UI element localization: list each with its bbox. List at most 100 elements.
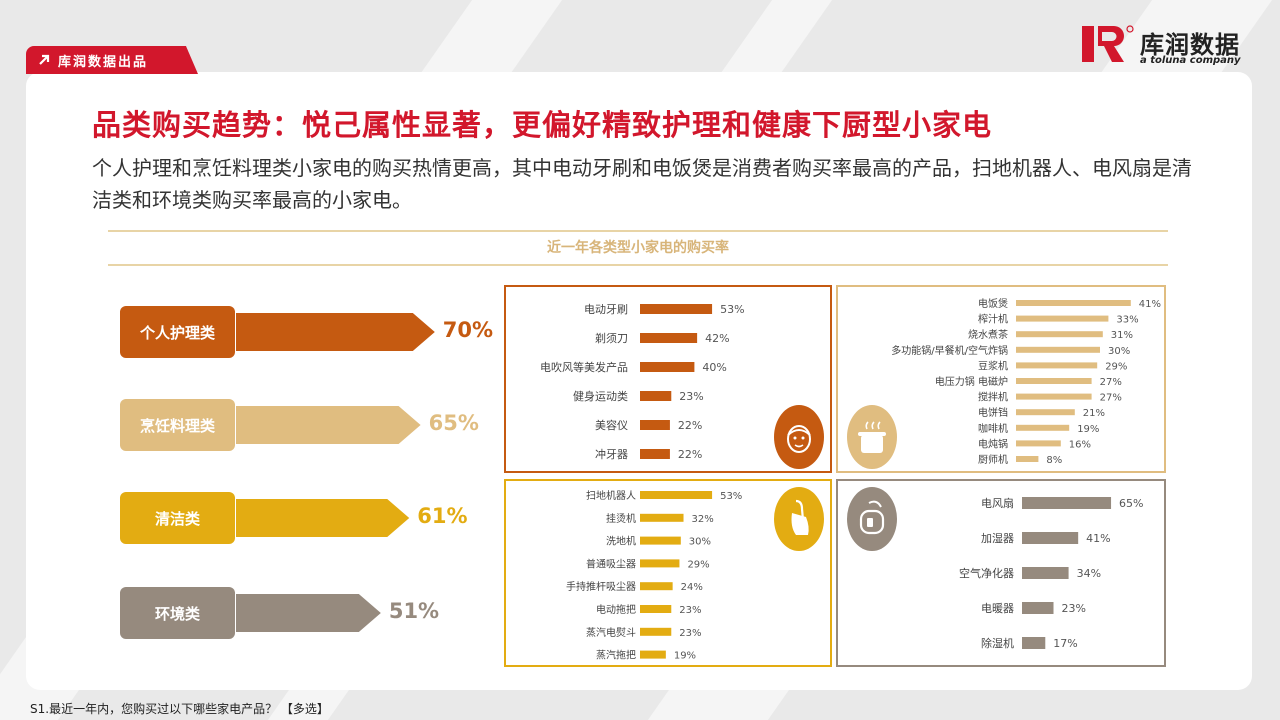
bar-value-label: 33% <box>1116 315 1138 326</box>
category-bar <box>236 313 435 351</box>
bar-value-label: 29% <box>687 559 709 570</box>
category-label: 清洁类 <box>120 492 235 544</box>
canister-vacuum-icon <box>847 487 897 551</box>
bar <box>640 559 680 568</box>
bar-value-label: 53% <box>720 303 744 316</box>
bar-value-label: 41% <box>1086 532 1110 545</box>
bar <box>1022 637 1046 649</box>
divider <box>108 264 1168 266</box>
bar-value-label: 23% <box>1062 602 1086 615</box>
divider <box>108 230 1168 232</box>
bar-value-label: 53% <box>720 491 742 502</box>
bar <box>1016 346 1100 353</box>
category-bar <box>236 499 410 537</box>
vacuum-cleaner-icon <box>774 487 824 551</box>
bar-category-label: 蒸汽电熨斗 <box>586 626 636 639</box>
bar-chart-environment: 电风扇 65% 加湿器 41% 空气净化器 34% 电暖器 23% 除湿机 17% <box>959 496 1144 650</box>
category-bar <box>236 406 421 444</box>
bar-category-label: 电饭煲 <box>978 297 1008 310</box>
category-label: 个人护理类 <box>120 306 235 358</box>
panel-personal-care: 电动牙刷 53% 剃须刀 42% 电吹风等美发产品 40% 健身运动类 23% 美容仪 22% 冲牙… <box>504 285 832 473</box>
bar <box>1016 409 1075 416</box>
bar-category-label: 电饼铛 <box>978 406 1008 419</box>
bar-value-label: 30% <box>689 537 711 548</box>
bar-value-label: 24% <box>681 582 703 593</box>
brand-tag: 库润数据出品 <box>26 46 198 74</box>
bar-value-label: 22% <box>678 448 702 461</box>
face-mask-icon <box>774 405 824 469</box>
company-logo: 库润数据 a toluna company <box>1080 24 1256 70</box>
bar <box>1016 456 1039 462</box>
bar-category-label: 美容仪 <box>595 418 628 432</box>
bar-category-label: 冲牙器 <box>595 447 628 461</box>
bar <box>640 391 672 401</box>
bar-category-label: 健身运动类 <box>573 389 628 403</box>
logo-text: 库润数据 <box>1140 31 1240 59</box>
arrow-icon <box>39 54 50 65</box>
category-value-label: 61% <box>417 504 468 528</box>
bar-category-label: 豆浆机 <box>978 359 1008 372</box>
chart-title: 近一年各类型小家电的购买率 <box>547 240 729 256</box>
bar <box>1022 602 1054 614</box>
bar-value-label: 22% <box>678 419 702 432</box>
bar-category-label: 电暖器 <box>981 602 1014 615</box>
bar-value-label: 31% <box>1111 330 1133 341</box>
bar-category-label: 电风扇 <box>981 496 1014 510</box>
bar-value-label: 27% <box>1100 377 1122 388</box>
bar-category-label: 烧水煮茶 <box>968 328 1008 341</box>
bar-category-label: 剃须刀 <box>595 332 628 345</box>
bar <box>1022 532 1079 544</box>
bar-category-label: 电动牙刷 <box>584 303 628 316</box>
bar-value-label: 23% <box>679 605 701 616</box>
bar-category-label: 多功能锅/早餐机/空气炸锅 <box>891 344 1008 357</box>
panel-cleaning: 扫地机器人 53% 挂烫机 32% 洗地机 30% 普通吸尘器 29% 手持推杆吸尘器 24% 电动… <box>504 479 832 667</box>
page-subtitle: 个人护理和烹饪料理类小家电的购买热情更高，其中电动牙刷和电饭煲是消费者购买率最高… <box>92 156 1192 212</box>
bar <box>1022 497 1112 509</box>
bar <box>1016 315 1109 322</box>
bar-category-label: 电吹风等美发产品 <box>540 360 628 374</box>
logo-subtitle: a toluna company <box>1140 55 1241 66</box>
bar-category-label: 手持推杆吸尘器 <box>566 580 636 593</box>
page-title: 品类购买趋势：悦己属性显著，更偏好精致护理和健康下厨型小家电 <box>92 108 993 142</box>
bar-category-label: 除湿机 <box>981 636 1014 650</box>
bar-category-label: 空气净化器 <box>959 566 1014 580</box>
panel-cooking: 电饭煲 41% 榨汁机 33% 烧水煮茶 31% 多功能锅/早餐机/空气炸锅 30% 豆浆机 29… <box>836 285 1166 473</box>
bar <box>640 605 672 613</box>
bar <box>640 582 673 591</box>
bar <box>640 449 670 459</box>
bar-category-label: 榨汁机 <box>978 313 1008 326</box>
bar-value-label: 23% <box>679 628 701 639</box>
bar <box>1016 378 1092 384</box>
category-value-label: 51% <box>388 599 440 623</box>
bar-category-label: 蒸汽拖把 <box>596 649 636 662</box>
bar <box>640 333 698 343</box>
bar <box>1016 331 1103 338</box>
bar-value-label: 41% <box>1139 299 1161 310</box>
bar <box>1016 300 1131 306</box>
bar-value-label: 17% <box>1053 637 1077 650</box>
bar-category-label: 普通吸尘器 <box>586 557 636 570</box>
bar-chart-cleaning: 扫地机器人 53% 挂烫机 32% 洗地机 30% 普通吸尘器 29% 手持推杆吸尘器 24% 电动… <box>566 489 742 662</box>
bar-value-label: 29% <box>1105 361 1127 372</box>
bar <box>640 536 681 545</box>
bar-value-label: 40% <box>702 361 726 374</box>
bar-value-label: 19% <box>674 651 696 662</box>
bar-value-label: 27% <box>1100 393 1122 404</box>
bar-chart-cooking: 电饭煲 41% 榨汁机 33% 烧水煮茶 31% 多功能锅/早餐机/空气炸锅 30% 豆浆机 29… <box>891 297 1161 466</box>
bar-category-label: 洗地机 <box>606 535 636 548</box>
bar <box>1016 393 1092 400</box>
bar-value-label: 19% <box>1077 424 1099 435</box>
bar-value-label: 21% <box>1083 408 1105 419</box>
footnote: S1.最近一年内，您购买过以下哪些家电产品？ 【多选】 <box>30 702 329 716</box>
category-bar <box>236 594 381 632</box>
bar-value-label: 16% <box>1069 439 1091 450</box>
category-value-label: 65% <box>428 411 479 435</box>
bar-category-label: 电炖锅 <box>978 437 1008 450</box>
bar-category-label: 咖啡机 <box>978 422 1008 435</box>
bar <box>640 362 695 372</box>
bar <box>1016 424 1070 431</box>
bar <box>640 513 684 522</box>
bar-category-label: 厨师机 <box>978 453 1008 466</box>
bar-value-label: 42% <box>705 332 729 345</box>
bar-category-label: 加湿器 <box>981 532 1014 545</box>
